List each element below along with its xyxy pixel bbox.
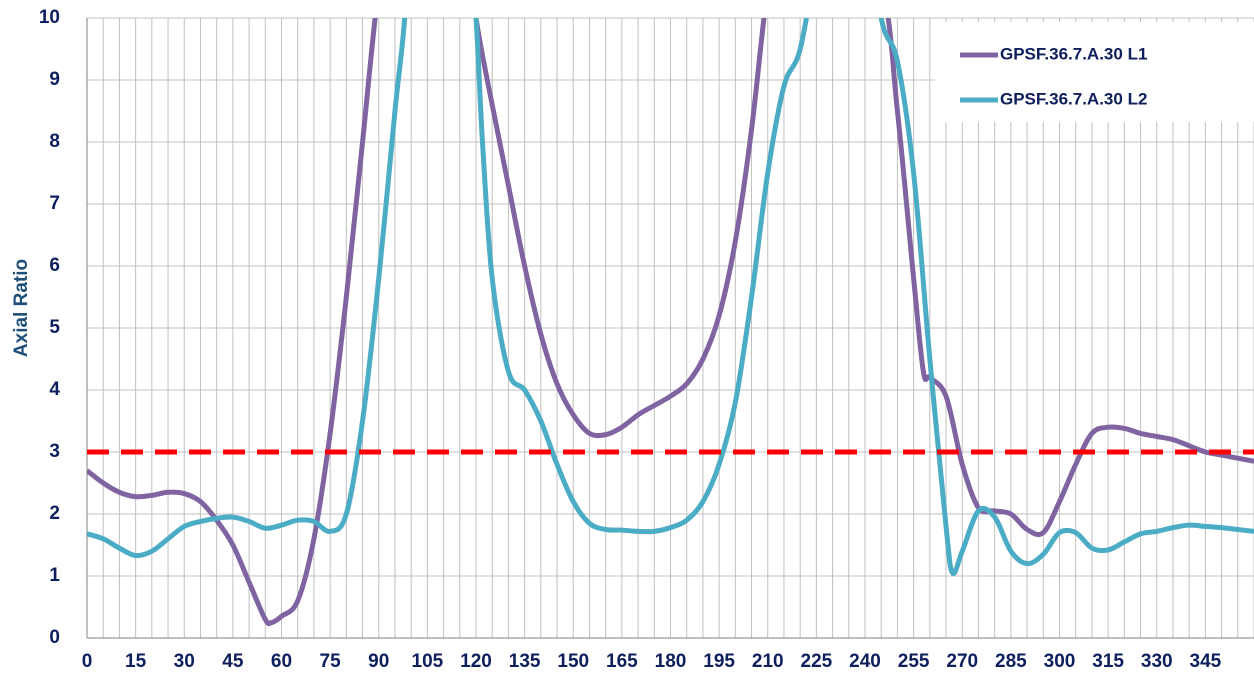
y-axis-title: Axial Ratio <box>11 259 32 357</box>
x-tick-label: 15 <box>125 651 147 672</box>
legend-label: GPSF.36.7.A.30 L1 <box>1000 44 1147 63</box>
x-tick-label: 120 <box>460 651 492 672</box>
y-tick-label: 7 <box>49 193 60 214</box>
x-tick-label: 150 <box>557 651 589 672</box>
x-tick-label: 240 <box>849 651 881 672</box>
legend-label: GPSF.36.7.A.30 L2 <box>1000 89 1147 108</box>
x-tick-label: 165 <box>606 651 638 672</box>
x-tick-label: 285 <box>995 651 1027 672</box>
series-line <box>87 18 1254 627</box>
x-tick-label: 45 <box>222 651 244 672</box>
x-tick-label: 0 <box>82 651 93 672</box>
x-tick-label: 330 <box>1141 651 1173 672</box>
y-tick-label: 4 <box>49 379 60 400</box>
y-tick-label: 2 <box>49 503 60 524</box>
x-tick-label: 300 <box>1044 651 1076 672</box>
legend: GPSF.36.7.A.30 L1 GPSF.36.7.A.30 L2 <box>960 44 1147 108</box>
x-tick-label: 225 <box>801 651 833 672</box>
legend-box <box>935 22 1254 122</box>
x-tick-label: 345 <box>1190 651 1222 672</box>
y-tick-label: 3 <box>49 441 60 462</box>
y-tick-label: 0 <box>49 627 60 648</box>
y-tick-label: 8 <box>49 131 60 152</box>
series-line <box>87 18 1254 577</box>
x-tick-label: 210 <box>752 651 784 672</box>
x-tick-label: 60 <box>271 651 292 672</box>
x-tick-label: 90 <box>368 651 389 672</box>
x-tick-label: 315 <box>1092 651 1124 672</box>
x-tick-label: 255 <box>898 651 930 672</box>
x-tick-label: 180 <box>655 651 687 672</box>
x-tick-label: 195 <box>703 651 735 672</box>
y-tick-label: 10 <box>39 7 60 28</box>
x-tick-label: 105 <box>412 651 444 672</box>
x-tick-label: 30 <box>174 651 195 672</box>
plot-area <box>87 18 1254 627</box>
y-tick-label: 5 <box>49 317 60 338</box>
x-tick-label: 135 <box>509 651 541 672</box>
y-tick-label: 9 <box>49 69 60 90</box>
x-tick-label: 75 <box>320 651 342 672</box>
y-tick-label: 6 <box>49 255 60 276</box>
x-tick-label: 270 <box>946 651 978 672</box>
y-tick-label: 1 <box>49 565 60 586</box>
